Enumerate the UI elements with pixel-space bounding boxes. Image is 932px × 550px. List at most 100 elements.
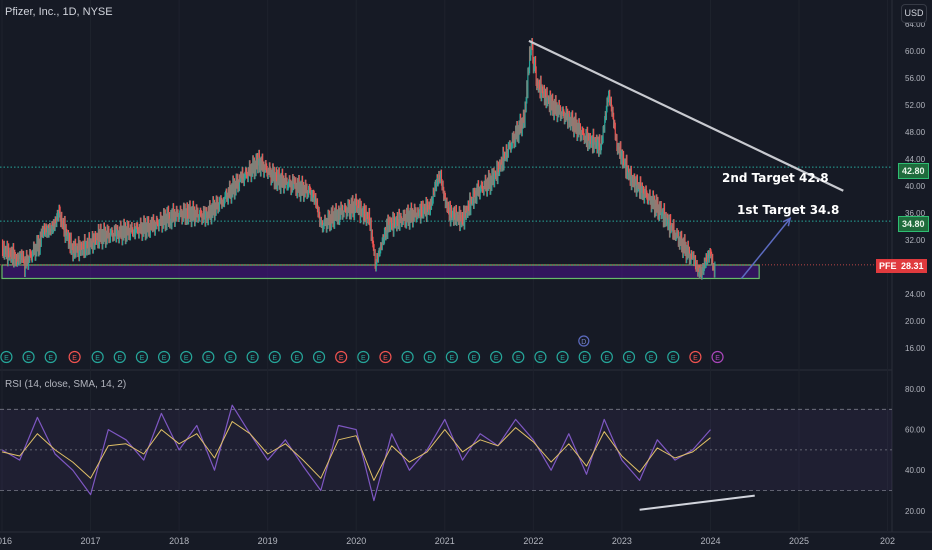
price-y-tick-label: 16.00 (905, 344, 926, 353)
earnings-icon[interactable] (91, 350, 104, 364)
earnings-icon[interactable] (22, 350, 35, 364)
axes: 64.00 60.00 56.00 52.00 48.00 44.00 40.00 36.00… (0, 20, 926, 546)
rsi-panel (0, 404, 892, 511)
earnings-icon-letter: E (383, 355, 388, 362)
earnings-icon[interactable] (224, 350, 237, 364)
last-price-tag: 28.31 (898, 259, 927, 273)
earnings-icon[interactable] (157, 350, 171, 364)
earnings-icon-letter: E (162, 355, 167, 362)
earnings-icon-letter: E (649, 355, 654, 362)
rsi-y-tick-label: 40.00 (905, 466, 926, 475)
ticker-badge: PFE (876, 259, 900, 273)
x-tick-label: 2023 (612, 536, 632, 546)
earnings-icon-letter: E (48, 355, 53, 362)
earnings-icon-letter: E (250, 355, 255, 362)
rsi-divergence-line[interactable] (639, 494, 755, 511)
earnings-icon[interactable] (379, 350, 392, 364)
earnings-icon[interactable] (556, 350, 569, 364)
earnings-icon-letter: E (538, 355, 543, 362)
earnings-icon[interactable] (423, 350, 436, 364)
price-y-tick-label: 36.00 (905, 209, 926, 218)
x-tick-label: 2022 (523, 536, 543, 546)
earnings-icon[interactable] (202, 350, 215, 364)
earnings-icon-letter: E (605, 355, 610, 362)
earnings-icon-letter: E (339, 355, 344, 362)
x-tick-label: 2020 (346, 536, 366, 546)
x-tick-label: 2019 (258, 536, 278, 546)
earnings-icon[interactable] (268, 350, 281, 364)
earnings-icon-letter: E (72, 355, 77, 362)
earnings-icon[interactable] (512, 350, 525, 364)
earnings-icon-letter: E (295, 355, 300, 362)
price-y-tick-label: 64.00 (905, 20, 926, 29)
earnings-icon[interactable] (689, 350, 702, 364)
earnings-icon-letter: E (671, 355, 676, 362)
earnings-icon[interactable] (667, 350, 680, 364)
x-tick-label: 202 (880, 536, 895, 546)
earnings-icon-letter: E (627, 355, 632, 362)
earnings-icon-letter: E (95, 355, 100, 362)
level-tag-34-80: 34.80 (898, 216, 929, 232)
earnings-icon[interactable] (357, 350, 370, 364)
event-markers: E E E E E E E E E E E E E E E E E E E E E E E E E E E E E E E E E D (0, 335, 724, 364)
rsi-y-tick-label: 60.00 (905, 426, 926, 435)
earnings-icon[interactable] (180, 350, 193, 364)
earnings-icon-letter: E (582, 355, 587, 362)
earnings-icon-letter: E (405, 355, 410, 362)
currency-button[interactable]: USD (901, 4, 927, 23)
x-tick-label: 2024 (700, 536, 720, 546)
earnings-icon[interactable] (490, 350, 503, 364)
earnings-icon-letter: E (427, 355, 432, 362)
earnings-icon-letter: E (206, 355, 211, 362)
dividend-icon[interactable] (578, 335, 590, 347)
resistance-trendline[interactable] (528, 39, 844, 192)
rsi-line (1, 404, 711, 502)
earnings-icon[interactable] (0, 350, 13, 364)
price-y-tick-label: 44.00 (905, 155, 926, 164)
support-zone[interactable] (1, 264, 760, 280)
price-panel (0, 37, 892, 280)
earnings-icon-letter: E (560, 355, 565, 362)
price-y-tick-label: 56.00 (905, 74, 926, 83)
price-y-tick-label: 32.00 (905, 236, 926, 245)
price-y-tick-label: 48.00 (905, 128, 926, 137)
earnings-icon[interactable] (622, 350, 636, 364)
x-tick-label: 2018 (169, 536, 189, 546)
earnings-icon-letter: E (117, 355, 122, 362)
price-y-tick-label: 52.00 (905, 101, 926, 110)
earnings-icon-letter: E (494, 355, 499, 362)
earnings-icon-letter: E (26, 355, 31, 362)
earnings-icon[interactable] (711, 350, 724, 364)
earnings-icon[interactable] (467, 350, 481, 364)
earnings-icon[interactable] (578, 350, 591, 364)
x-tick-label: 2017 (81, 536, 101, 546)
earnings-icon-letter: E (228, 355, 233, 362)
earnings-icon[interactable] (290, 350, 303, 364)
earnings-icon[interactable] (445, 350, 458, 364)
earnings-icon[interactable] (68, 350, 81, 364)
rsi-title: RSI (14, close, SMA, 14, 2) (5, 379, 127, 390)
earnings-icon[interactable] (401, 350, 414, 364)
x-tick-label: 2021 (435, 536, 455, 546)
earnings-icon[interactable] (600, 350, 613, 364)
earnings-icon[interactable] (44, 350, 57, 364)
earnings-icon[interactable] (312, 350, 326, 364)
earnings-icon-letter: E (184, 355, 189, 362)
level-tag-42-80: 42.80 (898, 163, 929, 179)
earnings-icon[interactable] (113, 350, 126, 364)
target-arrow-line[interactable] (740, 217, 791, 279)
price-y-tick-label: 20.00 (905, 317, 926, 326)
earnings-icon[interactable] (246, 350, 259, 364)
earnings-icon[interactable] (645, 350, 658, 364)
earnings-icon[interactable] (534, 350, 547, 364)
annotation-1st-target: 1st Target 34.8 (737, 203, 840, 217)
earnings-icon-letter: E (516, 355, 521, 362)
earnings-icon-letter: E (4, 355, 9, 362)
earnings-icon[interactable] (335, 350, 348, 364)
price-y-tick-label: 40.00 (905, 182, 926, 191)
earnings-icon[interactable] (135, 350, 149, 364)
earnings-icon-letter: E (317, 355, 322, 362)
price-y-tick-label: 24.00 (905, 290, 926, 299)
rsi-y-tick-label: 80.00 (905, 385, 926, 394)
